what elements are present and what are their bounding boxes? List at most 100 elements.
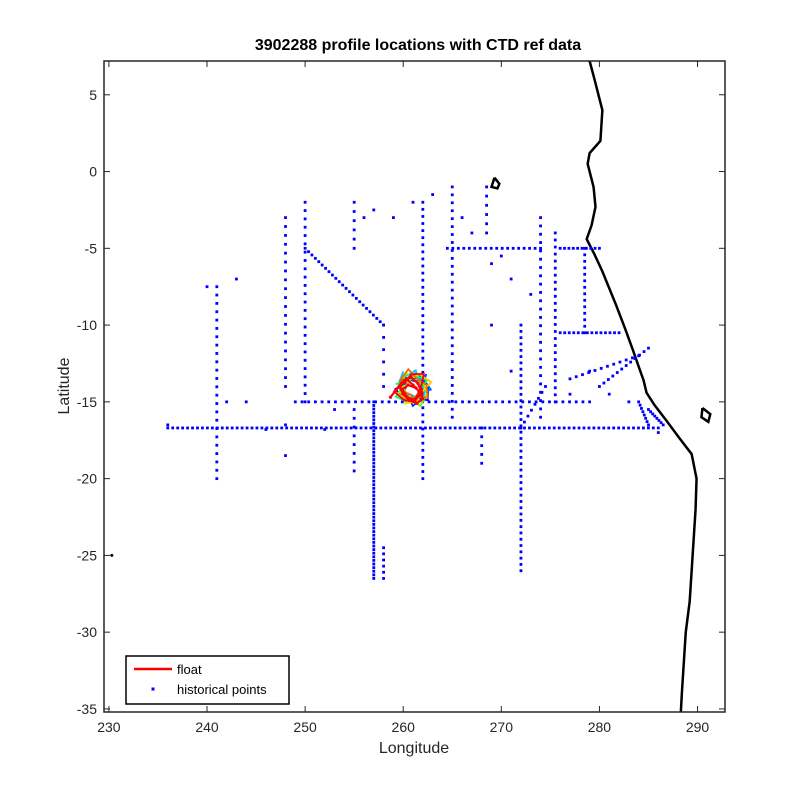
- historical-point: [284, 225, 287, 228]
- historical-point: [421, 448, 425, 452]
- historical-point: [583, 305, 587, 309]
- historical-point: [606, 378, 610, 381]
- historical-point: [372, 486, 376, 490]
- historical-point: [547, 426, 551, 430]
- historical-point: [583, 331, 587, 335]
- x-tick-label: 250: [293, 719, 317, 735]
- historical-point: [215, 352, 219, 355]
- historical-point: [647, 423, 650, 427]
- historical-point: [303, 217, 307, 221]
- historical-point: [588, 400, 592, 404]
- historical-point: [421, 470, 425, 473]
- historical-point: [284, 233, 287, 237]
- float-cluster-track: [398, 367, 429, 405]
- historical-point: [372, 447, 376, 451]
- historical-point: [352, 219, 356, 223]
- historical-point: [539, 349, 542, 353]
- historical-point: [450, 399, 454, 403]
- float-point: [421, 397, 425, 401]
- historical-point: [303, 284, 307, 287]
- historical-point: [568, 400, 571, 404]
- historical-point: [372, 411, 376, 415]
- historical-point: [514, 400, 518, 404]
- historical-point: [352, 416, 356, 420]
- historical-point: [632, 426, 635, 430]
- historical-point: [215, 385, 219, 389]
- historical-point: [574, 375, 578, 379]
- historical-point: [585, 331, 589, 335]
- historical-point: [352, 460, 356, 464]
- historical-point: [303, 250, 307, 254]
- historical-point: [450, 352, 454, 356]
- historical-point: [553, 337, 557, 340]
- historical-point: [526, 414, 530, 418]
- historical-point: [489, 246, 493, 250]
- historical-point: [613, 331, 616, 335]
- float-point: [397, 384, 401, 389]
- historical-point: [382, 564, 385, 568]
- historical-point: [220, 426, 224, 430]
- historical-point: [310, 253, 314, 257]
- historical-point: [303, 259, 307, 262]
- historical-point: [624, 358, 628, 362]
- historical-point: [433, 426, 437, 430]
- historical-point: [372, 472, 376, 476]
- historical-point: [307, 250, 310, 254]
- historical-point: [642, 350, 646, 354]
- historical-point: [349, 426, 353, 430]
- historical-point: [637, 400, 641, 404]
- historical-point: [215, 293, 219, 297]
- historical-point: [480, 453, 484, 456]
- historical-point: [333, 408, 336, 411]
- historical-point: [225, 426, 229, 430]
- historical-point: [284, 367, 287, 371]
- historical-point: [303, 333, 307, 337]
- historical-point: [215, 452, 219, 455]
- x-tick-label: 280: [588, 719, 612, 735]
- historical-point: [583, 324, 587, 328]
- historical-point: [421, 285, 425, 289]
- historical-point: [290, 426, 294, 430]
- historical-point: [255, 426, 259, 430]
- historical-point: [450, 384, 454, 387]
- historical-point: [421, 236, 425, 240]
- historical-point: [553, 308, 557, 312]
- historical-point: [646, 426, 650, 430]
- historical-point: [421, 349, 425, 353]
- historical-point: [553, 323, 557, 326]
- historical-point: [284, 296, 287, 300]
- historical-point: [360, 400, 364, 404]
- historical-point: [629, 360, 633, 364]
- historical-point: [519, 329, 523, 333]
- historical-point: [450, 288, 454, 292]
- historical-point: [622, 426, 626, 430]
- historical-point: [572, 426, 576, 430]
- historical-point: [582, 426, 586, 430]
- historical-point: [371, 313, 375, 317]
- historical-point: [303, 209, 307, 212]
- historical-point: [215, 468, 219, 472]
- historical-point: [583, 318, 587, 322]
- historical-point: [303, 200, 307, 204]
- historical-point: [637, 426, 640, 430]
- y-tick-label: 0: [89, 164, 97, 180]
- historical-point: [577, 426, 581, 430]
- historical-point: [572, 331, 576, 335]
- historical-point: [539, 299, 542, 303]
- historical-point: [553, 393, 557, 397]
- historical-point: [451, 246, 455, 250]
- historical-point: [191, 426, 194, 430]
- historical-point: [553, 358, 557, 362]
- historical-point: [275, 426, 279, 430]
- float-point: [400, 387, 404, 392]
- historical-point: [421, 441, 425, 445]
- historical-point: [485, 231, 489, 235]
- historical-point: [409, 426, 412, 430]
- float-point: [415, 401, 419, 405]
- historical-point: [352, 469, 356, 473]
- historical-point: [382, 558, 385, 562]
- historical-point: [372, 540, 376, 544]
- historical-point: [620, 367, 624, 371]
- historical-point: [539, 365, 542, 369]
- historical-point: [485, 222, 489, 226]
